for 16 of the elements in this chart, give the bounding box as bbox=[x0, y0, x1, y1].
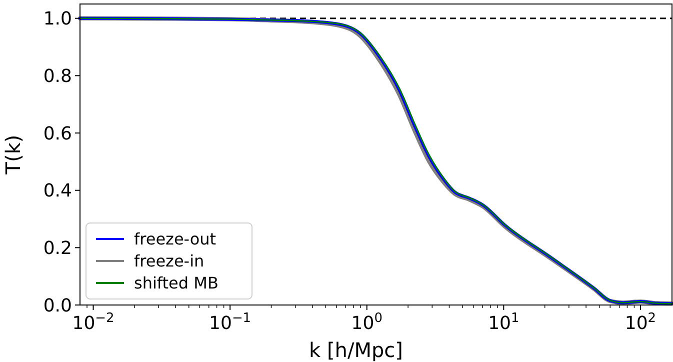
x-tick-label: 10$^{−2}$ bbox=[72, 310, 114, 334]
legend-label: shifted MB bbox=[134, 274, 218, 293]
y-axis-title: T(k) bbox=[1, 134, 25, 176]
x-axis-title: k [h/Mpc] bbox=[309, 338, 403, 362]
x-tick-label: 10$^{−1}$ bbox=[209, 310, 252, 334]
legend-label: freeze-in bbox=[134, 252, 204, 271]
y-tick-label: 0.8 bbox=[43, 66, 72, 87]
y-tick-label: 0.2 bbox=[43, 238, 72, 259]
y-tick-label: 0.4 bbox=[43, 180, 72, 202]
legend-label: freeze-out bbox=[134, 230, 216, 249]
x-tick-label: 10$^{1}$ bbox=[488, 310, 520, 334]
y-tick-label: 1.0 bbox=[43, 8, 72, 30]
x-tick-label: 10$^{2}$ bbox=[624, 310, 656, 334]
y-tick-label: 0.6 bbox=[43, 123, 72, 144]
x-tick-label: 10$^{0}$ bbox=[351, 310, 382, 334]
y-tick-label: 0.0 bbox=[43, 295, 72, 316]
